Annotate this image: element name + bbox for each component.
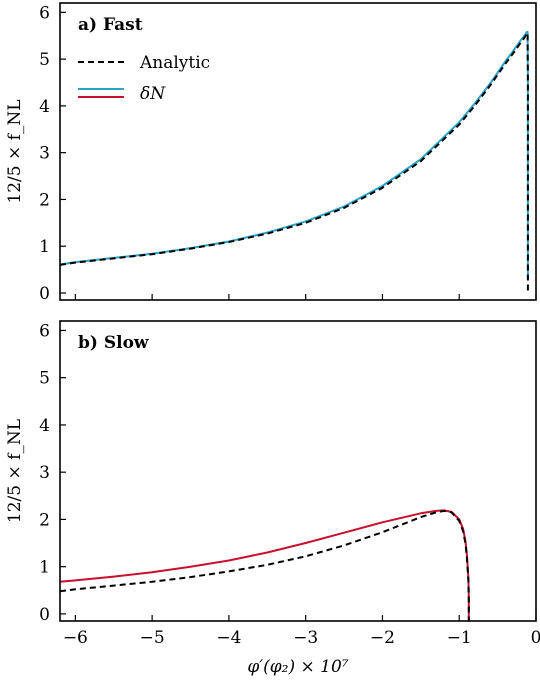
panel-a-ytick-label-6: 6 xyxy=(39,3,50,23)
panel-b-ticks: 0 1 2 3 4 5 6 −6 −5 −4 −3 −2 −1 0 xyxy=(39,321,540,648)
panel-b-ylabel: 12/5 × f_NL xyxy=(5,419,25,523)
panel-a-ylabel: 12/5 × f_NL xyxy=(5,99,25,203)
panel-a-label: a) Fast xyxy=(78,15,143,35)
panel-b-xtick-label-4: −2 xyxy=(370,628,395,648)
panel-a-ytick-label-0: 0 xyxy=(39,284,50,304)
panel-b-ytick-label-4: 4 xyxy=(39,416,50,436)
panel-a-frame xyxy=(59,2,537,301)
panel-a-ytick-label-4: 4 xyxy=(39,97,50,117)
panel-a-ytick-label-1: 1 xyxy=(39,237,50,257)
panel-b-analytic-line xyxy=(59,509,470,621)
panel-b-ytick-label-2: 2 xyxy=(39,510,50,530)
panel-b-xtick-label-2: −4 xyxy=(216,628,241,648)
panel-a-analytic-line xyxy=(59,31,529,291)
panel-b-xtick-label-5: −1 xyxy=(447,628,472,648)
x-axis-label: φ′(φ₂) × 10⁷ xyxy=(247,657,348,677)
panel-b-ytick-label-6: 6 xyxy=(39,321,50,341)
panel-b-ytick-label-1: 1 xyxy=(39,558,50,578)
panel-b-plot-area xyxy=(59,509,470,621)
panel-b-xtick-label-1: −5 xyxy=(140,628,165,648)
panel-a-ticks: 0 1 2 3 4 5 6 xyxy=(39,3,537,304)
legend-analytic-label: Analytic xyxy=(139,53,210,73)
panel-b-xtick-label-0: −6 xyxy=(63,628,88,648)
panel-b-label: b) Slow xyxy=(78,333,149,353)
panel-a-plot-area xyxy=(59,31,529,291)
panel-a-deltaN-line xyxy=(59,31,529,279)
panel-b-frame xyxy=(59,320,537,622)
panel-b-ytick-label-3: 3 xyxy=(39,463,50,483)
panel-a: 0 1 2 3 4 5 6 a) Fast 12/5 × f_NL Analytic δN xyxy=(5,2,537,304)
legend: Analytic δN xyxy=(78,53,210,104)
panel-b: 0 1 2 3 4 5 6 −6 −5 −4 −3 −2 −1 0 b) Slow 12/5 × f_NL xyxy=(5,320,540,648)
panel-b-ytick-label-5: 5 xyxy=(39,369,50,389)
panel-a-ytick-label-5: 5 xyxy=(39,50,50,70)
panel-b-xtick-label-3: −3 xyxy=(293,628,318,648)
panel-b-xtick-label-6: 0 xyxy=(531,628,540,648)
panel-a-ytick-label-3: 3 xyxy=(39,144,50,164)
panel-b-deltaN-line xyxy=(59,509,470,621)
legend-deltaN-label: δN xyxy=(140,84,166,104)
panel-b-ytick-label-0: 0 xyxy=(39,605,50,625)
panel-a-ytick-label-2: 2 xyxy=(39,190,50,210)
